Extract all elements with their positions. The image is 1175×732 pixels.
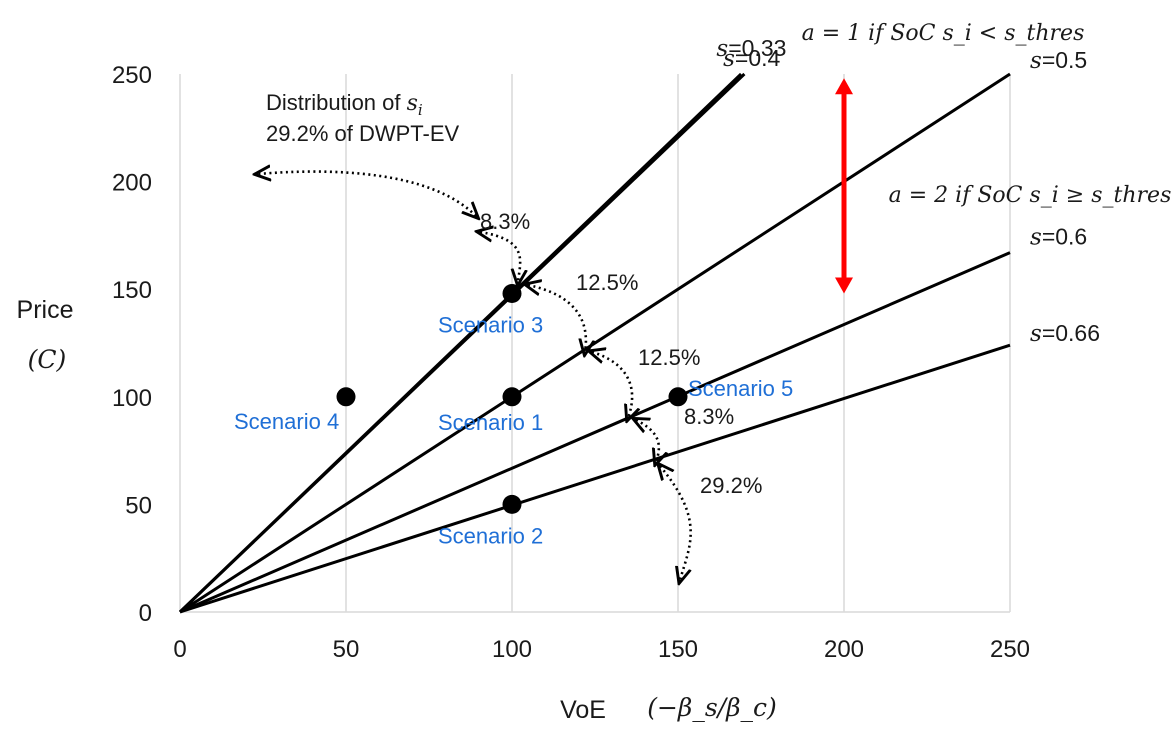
distribution-arrows — [258, 172, 692, 580]
threshold-arrow — [835, 78, 853, 294]
line-labels: s=0.33s=0.4 s=0.5s=0.6s=0.66 — [716, 35, 1100, 347]
scenario-point-scenario-4 — [336, 387, 356, 407]
x-tick-100: 100 — [492, 636, 532, 663]
series-line-s=0.66 — [179, 343, 1011, 614]
distribution-title: Distribution of si — [266, 90, 423, 119]
x-tick-50: 50 — [333, 636, 360, 663]
line-label-s=0.5: s=0.5 — [1030, 47, 1087, 74]
threshold-arrow-head-down — [835, 277, 853, 294]
threshold-arrow-head-up — [835, 78, 853, 95]
scenario-points — [336, 284, 688, 514]
line-label-s=0.33: s=0.33 — [716, 35, 786, 62]
distribution-share-6: 29.2% — [700, 473, 762, 498]
series-line-s=0.6 — [179, 251, 1011, 614]
distribution-arrow-5 — [636, 420, 659, 462]
y-axis-label: Price — [17, 296, 74, 324]
line-label-s=0.66: s=0.66 — [1030, 320, 1100, 347]
line-label-value: =0.33 — [728, 35, 786, 61]
series-line-s=0.5 — [179, 72, 1011, 614]
distribution-share-3: 12.5% — [576, 270, 638, 295]
line-label-value: =0.6 — [1042, 224, 1087, 250]
line-label-value: =0.5 — [1042, 47, 1087, 73]
y-tick-150: 150 — [112, 277, 152, 304]
line-label-var: s — [723, 46, 735, 72]
line-label-var: s — [716, 36, 728, 62]
scenario-label-scenario-3: Scenario 3 — [438, 313, 543, 338]
scenario-labels: Scenario 1 Scenario 2 Scenario 3 Scenario 4… — [234, 313, 793, 549]
y-tick-100: 100 — [112, 385, 152, 412]
line-label-var: s — [1030, 48, 1042, 74]
series-line-s=0.4 — [178, 72, 743, 614]
line-label-value: =0.4 — [735, 45, 781, 71]
scenario-point-scenario-3 — [502, 284, 522, 304]
line-label-var: s — [1030, 225, 1042, 251]
scenario-point-scenario-5 — [668, 387, 688, 407]
series-lines — [178, 72, 1011, 614]
scenario-point-scenario-1 — [502, 387, 522, 407]
distribution-arrow-1 — [258, 172, 476, 216]
y-tick-250: 250 — [112, 62, 152, 89]
distribution-title-prefix: Distribution of — [266, 90, 407, 115]
line-label-var: s — [1030, 321, 1042, 347]
scenario-point-scenario-2 — [502, 494, 522, 514]
x-tick-250: 250 — [990, 636, 1030, 663]
line-label-s=0.6: s=0.6 — [1030, 224, 1087, 251]
distribution-title-sub: i — [418, 101, 423, 119]
x-tick-200: 200 — [824, 636, 864, 663]
x-axis-label-math: (−β_s/β_c) — [647, 693, 777, 722]
distribution-share-2: 8.3% — [480, 209, 530, 234]
line-label-s=0.4: s=0.4 — [723, 45, 780, 72]
line-label-value: =0.66 — [1042, 320, 1100, 346]
distribution-share-4: 12.5% — [638, 345, 700, 370]
y-tick-200: 200 — [112, 170, 152, 197]
y-axis-label-math: (C) — [28, 345, 67, 374]
distribution-arrow-2 — [480, 232, 520, 282]
x-tick-150: 150 — [658, 636, 698, 663]
distribution-title-var: s — [407, 91, 418, 116]
distribution-labels: 29.2% of DWPT-EV 8.3% 12.5% 12.5% 8.3% 29.2% — [266, 121, 762, 498]
distribution-share-1: 29.2% of DWPT-EV — [266, 121, 460, 146]
distribution-arrow-4 — [592, 352, 632, 418]
distribution-arrow-6 — [660, 466, 692, 580]
x-axis-label: VoE — [560, 696, 606, 724]
threshold-upper-label: a = 1 if SoC s_i < s_thres — [802, 21, 1085, 46]
y-tick-50: 50 — [125, 492, 152, 519]
distribution-arrow-3 — [528, 285, 586, 352]
scenario-label-scenario-4: Scenario 4 — [234, 409, 339, 434]
axes: 0 50 100 150 200 250 0 50 100 150 200 250 — [112, 62, 1030, 663]
y-tick-0: 0 — [139, 600, 152, 627]
distribution-share-5: 8.3% — [684, 404, 734, 429]
threshold-lower-label: a = 2 if SoC s_i ≥ s_thres — [889, 183, 1172, 208]
scenario-label-scenario-2: Scenario 2 — [438, 523, 543, 548]
x-tick-0: 0 — [173, 636, 186, 663]
scenario-label-scenario-1: Scenario 1 — [438, 410, 543, 435]
scenario-label-scenario-5: Scenario 5 — [688, 376, 793, 401]
